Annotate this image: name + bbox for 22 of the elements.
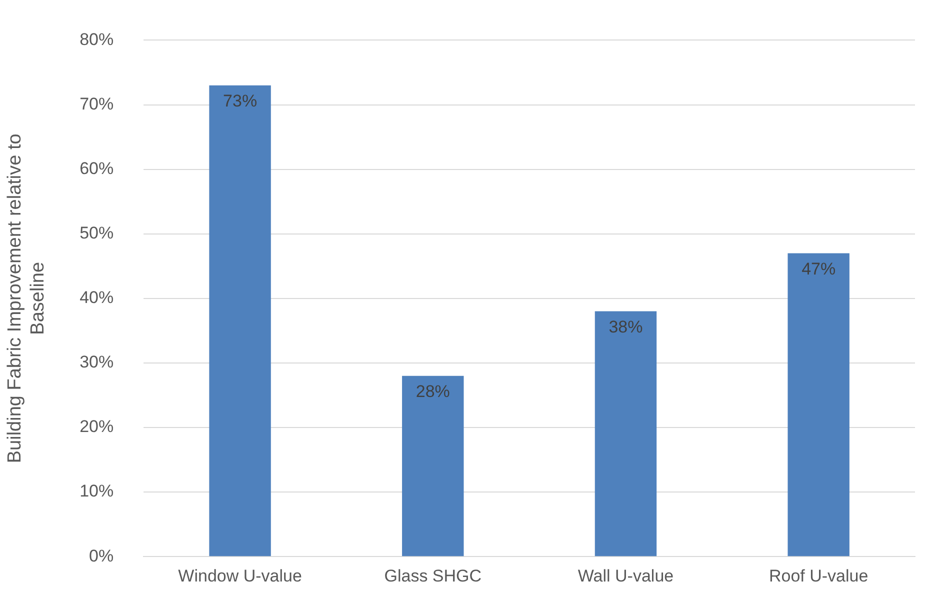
x-tick-label: Wall U-value bbox=[578, 566, 674, 586]
x-tick-label: Window U-value bbox=[178, 566, 302, 586]
y-tick-label: 30% bbox=[80, 352, 114, 372]
y-tick-label: 60% bbox=[80, 158, 114, 178]
x-tick-label: Roof U-value bbox=[768, 566, 868, 586]
data-label: 73% bbox=[223, 92, 258, 111]
y-tick-label: 0% bbox=[89, 546, 114, 566]
y-tick-label: 50% bbox=[80, 224, 114, 243]
bar bbox=[594, 311, 657, 556]
y-tick-label: 80% bbox=[80, 30, 114, 49]
y-tick-label: 70% bbox=[80, 94, 114, 114]
y-tick-label: 20% bbox=[80, 417, 114, 436]
bar bbox=[788, 253, 850, 556]
bar bbox=[209, 85, 271, 556]
data-label: 47% bbox=[802, 259, 836, 278]
x-tick-label: Glass SHGC bbox=[384, 566, 482, 586]
y-axis-title: Building Fabric Improvement relative to Baseline bbox=[4, 134, 48, 464]
bar bbox=[402, 376, 464, 556]
data-label: 28% bbox=[416, 382, 450, 402]
y-tick-label: 10% bbox=[80, 482, 114, 501]
y-tick-label: 40% bbox=[80, 288, 114, 308]
data-label: 38% bbox=[608, 317, 643, 336]
